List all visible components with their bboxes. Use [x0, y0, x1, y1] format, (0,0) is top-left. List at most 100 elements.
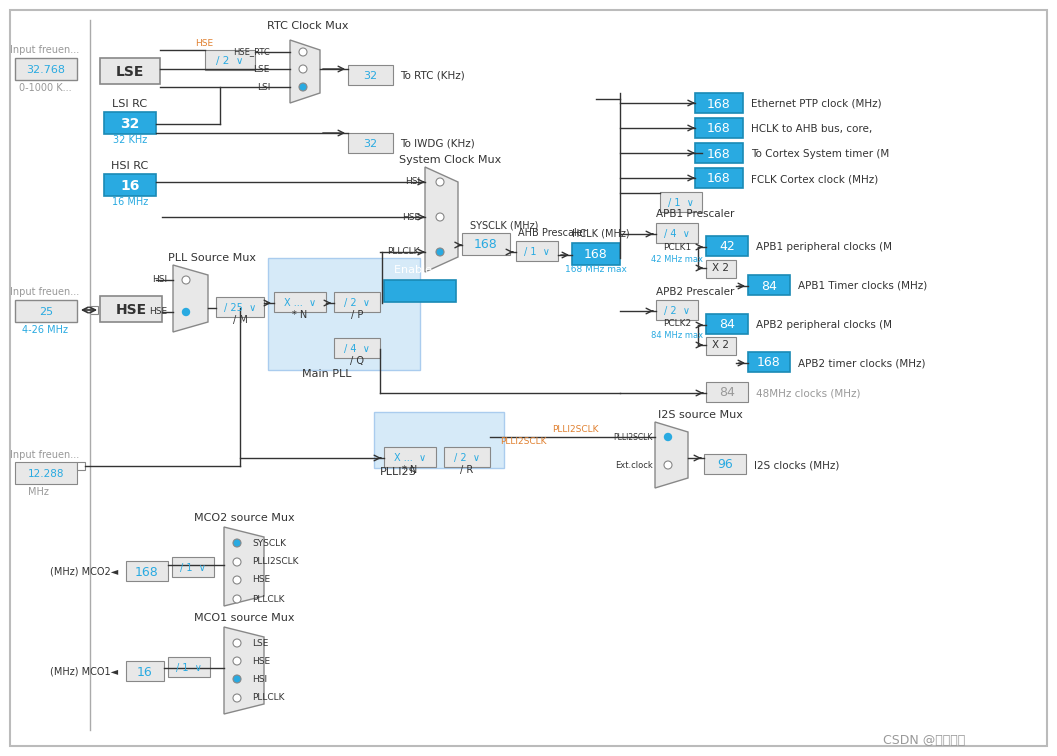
FancyBboxPatch shape — [748, 275, 790, 295]
FancyBboxPatch shape — [374, 412, 504, 468]
Text: 48MHz clocks (MHz): 48MHz clocks (MHz) — [756, 388, 860, 398]
FancyBboxPatch shape — [660, 192, 702, 212]
FancyBboxPatch shape — [126, 561, 168, 581]
Text: To IWDG (KHz): To IWDG (KHz) — [400, 139, 475, 149]
FancyBboxPatch shape — [348, 65, 393, 85]
Text: SYSCLK (MHz): SYSCLK (MHz) — [470, 221, 538, 231]
Text: X ...  ∨: X ... ∨ — [394, 453, 426, 463]
Text: 168: 168 — [135, 565, 159, 578]
Text: HSE: HSE — [115, 303, 147, 317]
Text: 25: 25 — [39, 307, 53, 317]
Text: PCLK1: PCLK1 — [663, 243, 691, 253]
Circle shape — [233, 539, 241, 547]
Text: 4-26 MHz: 4-26 MHz — [22, 325, 68, 335]
Text: PLLI2SCLK: PLLI2SCLK — [500, 436, 546, 445]
Text: System Clock Mux: System Clock Mux — [398, 155, 501, 165]
FancyBboxPatch shape — [205, 50, 255, 70]
Text: Ext.clock: Ext.clock — [615, 460, 653, 469]
Circle shape — [233, 558, 241, 566]
Text: PLLI2S: PLLI2S — [381, 467, 416, 477]
Text: Input freuen...: Input freuen... — [11, 45, 79, 55]
Text: 168: 168 — [475, 238, 498, 252]
Text: MCO1 source Mux: MCO1 source Mux — [193, 613, 294, 623]
Text: / 1  ∨: / 1 ∨ — [668, 198, 694, 208]
FancyBboxPatch shape — [748, 352, 790, 372]
Text: / 2  ∨: / 2 ∨ — [455, 453, 480, 463]
FancyBboxPatch shape — [696, 93, 743, 113]
FancyBboxPatch shape — [15, 58, 77, 80]
Polygon shape — [173, 265, 208, 332]
Text: PLL Source Mux: PLL Source Mux — [168, 253, 256, 263]
FancyBboxPatch shape — [696, 118, 743, 138]
Text: (MHz) MCO2◄: (MHz) MCO2◄ — [50, 567, 118, 577]
FancyBboxPatch shape — [384, 280, 456, 302]
Text: HSI: HSI — [405, 178, 420, 187]
FancyBboxPatch shape — [77, 462, 85, 470]
Text: 168: 168 — [707, 172, 730, 185]
Text: / 2  ∨: / 2 ∨ — [664, 306, 690, 316]
FancyBboxPatch shape — [104, 174, 156, 196]
FancyBboxPatch shape — [696, 143, 743, 163]
FancyBboxPatch shape — [90, 306, 98, 314]
FancyBboxPatch shape — [334, 292, 381, 312]
Circle shape — [182, 276, 190, 284]
Text: * N: * N — [403, 465, 418, 475]
Text: AHB Prescaler: AHB Prescaler — [518, 228, 587, 238]
Text: APB2 Prescaler: APB2 Prescaler — [656, 287, 735, 297]
Text: Ethernet PTP clock (MHz): Ethernet PTP clock (MHz) — [752, 99, 882, 109]
Text: SYSCLK: SYSCLK — [252, 538, 286, 547]
Circle shape — [435, 248, 444, 256]
Circle shape — [299, 65, 307, 73]
Text: HSI: HSI — [252, 674, 267, 683]
Circle shape — [665, 433, 671, 441]
Text: 84 MHz max: 84 MHz max — [651, 330, 703, 339]
Text: APB2 timer clocks (MHz): APB2 timer clocks (MHz) — [798, 358, 926, 368]
Circle shape — [233, 694, 241, 702]
Polygon shape — [224, 627, 264, 714]
Text: PLLI2SCLK: PLLI2SCLK — [552, 426, 598, 435]
Text: 96: 96 — [717, 458, 733, 472]
FancyBboxPatch shape — [172, 557, 214, 577]
Text: RTC Clock Mux: RTC Clock Mux — [267, 21, 349, 31]
Text: APB2 peripheral clocks (M: APB2 peripheral clocks (M — [756, 320, 892, 330]
Text: HSI: HSI — [152, 275, 167, 284]
Text: HSI RC: HSI RC — [111, 161, 149, 171]
FancyBboxPatch shape — [706, 260, 736, 278]
Polygon shape — [224, 527, 264, 606]
Polygon shape — [425, 167, 458, 272]
Text: MCO2 source Mux: MCO2 source Mux — [193, 513, 294, 523]
FancyBboxPatch shape — [100, 296, 162, 322]
Text: I2S source Mux: I2S source Mux — [657, 410, 742, 420]
Text: To Cortex System timer (M: To Cortex System timer (M — [752, 149, 889, 159]
Text: HSE: HSE — [252, 656, 271, 665]
Text: / 25  ∨: / 25 ∨ — [224, 303, 256, 313]
FancyBboxPatch shape — [15, 300, 77, 322]
Text: / 1  ∨: / 1 ∨ — [177, 663, 202, 673]
FancyBboxPatch shape — [168, 657, 210, 677]
Text: 42: 42 — [719, 240, 735, 253]
Text: / Q: / Q — [350, 356, 364, 366]
Text: 42 MHz max: 42 MHz max — [651, 255, 703, 264]
Text: HSE: HSE — [149, 308, 167, 317]
FancyBboxPatch shape — [706, 337, 736, 355]
Text: X 2: X 2 — [712, 340, 729, 350]
Circle shape — [435, 213, 444, 221]
FancyBboxPatch shape — [216, 297, 264, 317]
Text: X 2: X 2 — [712, 263, 729, 273]
Text: PLLCLK: PLLCLK — [252, 594, 284, 603]
FancyBboxPatch shape — [462, 233, 509, 255]
Text: / 1  ∨: / 1 ∨ — [524, 247, 550, 257]
Text: HCLK (MHz): HCLK (MHz) — [572, 228, 630, 238]
Text: 84: 84 — [719, 318, 735, 331]
FancyBboxPatch shape — [444, 447, 490, 467]
FancyBboxPatch shape — [516, 241, 558, 261]
Text: LSE: LSE — [252, 639, 268, 647]
Text: HSE: HSE — [194, 39, 214, 48]
Text: 32.768: 32.768 — [26, 65, 66, 75]
Text: MHz: MHz — [27, 487, 49, 497]
FancyBboxPatch shape — [704, 454, 746, 474]
Text: 16: 16 — [137, 665, 153, 678]
Text: Main PLL: Main PLL — [302, 369, 352, 379]
Text: PLLI2SCLK: PLLI2SCLK — [252, 557, 298, 566]
Text: LSE: LSE — [116, 65, 144, 79]
